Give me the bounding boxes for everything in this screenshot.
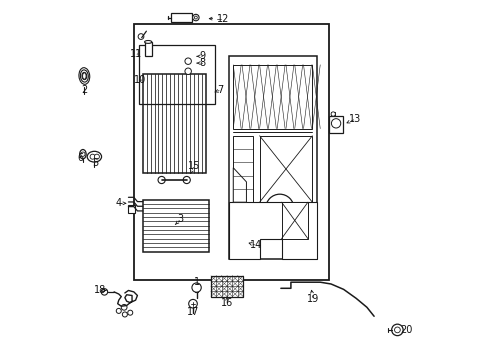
Circle shape [238,239,245,246]
Circle shape [183,176,190,184]
Ellipse shape [80,149,86,159]
Circle shape [266,194,294,222]
Text: 1: 1 [194,277,200,287]
Circle shape [90,154,95,159]
Text: 7: 7 [217,85,223,95]
Circle shape [195,16,197,19]
Bar [139,45,215,104]
Polygon shape [233,65,312,129]
Circle shape [192,283,201,292]
Circle shape [101,289,108,295]
Polygon shape [233,168,246,202]
Circle shape [274,203,285,213]
Circle shape [193,14,199,21]
Circle shape [394,327,400,333]
Bar [211,276,243,297]
Circle shape [158,176,165,184]
Ellipse shape [82,73,86,79]
Bar [134,24,329,280]
Bar [143,200,209,252]
Circle shape [185,58,192,64]
Circle shape [102,289,105,292]
Text: 12: 12 [217,14,230,24]
Text: 9: 9 [199,51,206,61]
Circle shape [122,312,127,317]
Bar [145,42,152,56]
Bar [329,116,343,134]
Ellipse shape [87,151,101,162]
Text: 5: 5 [92,158,98,168]
Circle shape [189,300,197,308]
Circle shape [240,241,243,244]
Circle shape [331,119,341,128]
Text: 13: 13 [349,114,362,124]
Circle shape [81,152,85,156]
Circle shape [331,112,335,116]
Circle shape [116,309,122,314]
Circle shape [235,236,248,249]
Circle shape [128,310,133,315]
Bar [172,13,192,22]
Circle shape [392,324,403,336]
Text: 6: 6 [77,153,83,163]
Text: 11: 11 [130,49,143,59]
Text: 4: 4 [116,198,122,208]
Circle shape [122,305,127,310]
Bar [229,56,317,259]
Text: 16: 16 [221,298,233,308]
Text: 18: 18 [94,285,106,296]
Text: 10: 10 [134,75,147,85]
Text: 14: 14 [249,240,262,250]
Circle shape [95,154,99,159]
Bar [233,136,252,202]
Bar [128,205,135,213]
Bar [260,136,312,202]
Text: 15: 15 [188,161,200,171]
Circle shape [138,34,144,40]
Text: 2: 2 [81,85,88,95]
Text: 20: 20 [400,325,413,335]
Polygon shape [282,202,308,239]
Text: 8: 8 [199,58,206,68]
Ellipse shape [145,41,152,43]
Bar [331,112,335,116]
Text: 17: 17 [187,307,199,316]
Circle shape [185,68,192,75]
Bar [143,74,205,173]
Text: 3: 3 [177,215,184,224]
Polygon shape [229,202,317,259]
Text: 19: 19 [307,294,319,304]
